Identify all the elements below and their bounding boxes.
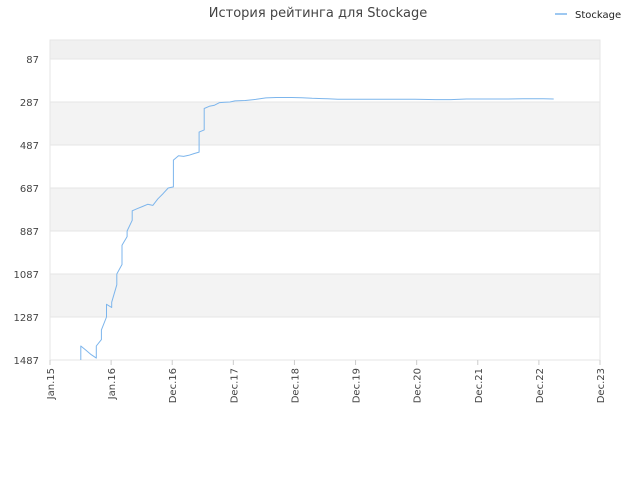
plot-band	[50, 274, 600, 317]
x-tick-label: Dec.17	[229, 368, 240, 403]
series-line-stockage	[80, 97, 554, 360]
x-tick-label: Dec.22	[535, 368, 546, 403]
x-tick-label: Jan.16	[107, 368, 118, 400]
x-tick-label: Dec.16	[168, 368, 179, 403]
y-tick-label: 1287	[14, 313, 39, 324]
y-tick-label: 687	[20, 184, 39, 195]
plot-band	[50, 102, 600, 145]
x-tick-label: Jan.15	[46, 368, 57, 400]
x-axis: Jan.15 Jan.16 Dec.16 Dec.17 Dec.18 Dec.19 Dec.…	[46, 360, 607, 403]
plot-border	[49, 39, 601, 361]
plot-band	[50, 59, 600, 102]
plot-band	[50, 317, 600, 360]
plot-band	[50, 188, 600, 231]
series-layer	[80, 97, 554, 360]
y-tick-label: 887	[20, 227, 39, 238]
x-tick-label: Dec.23	[596, 368, 607, 403]
plot-band	[50, 231, 600, 274]
plot-frame	[49, 39, 601, 361]
legend-label-stockage: Stockage	[575, 10, 621, 21]
plot-bands	[50, 40, 600, 360]
chart-title: История рейтинга для Stockage	[209, 6, 427, 21]
legend[interactable]: Stockage	[555, 10, 621, 21]
y-tick-label: 1087	[14, 270, 39, 281]
x-tick-label: Dec.20	[413, 368, 424, 403]
y-tick-label: 487	[20, 141, 39, 152]
y-tick-label: 287	[20, 98, 39, 109]
y-tick-label: 1487	[14, 356, 39, 367]
y-axis: 87 287 487 687 887 1087 1287 1487	[14, 55, 39, 367]
plot-band	[50, 145, 600, 188]
x-tick-label: Dec.19	[352, 368, 363, 403]
plot-band	[50, 40, 600, 59]
x-tick-label: Dec.21	[474, 368, 485, 403]
x-tick-label: Dec.18	[290, 368, 301, 403]
y-tick-label: 87	[26, 55, 39, 66]
